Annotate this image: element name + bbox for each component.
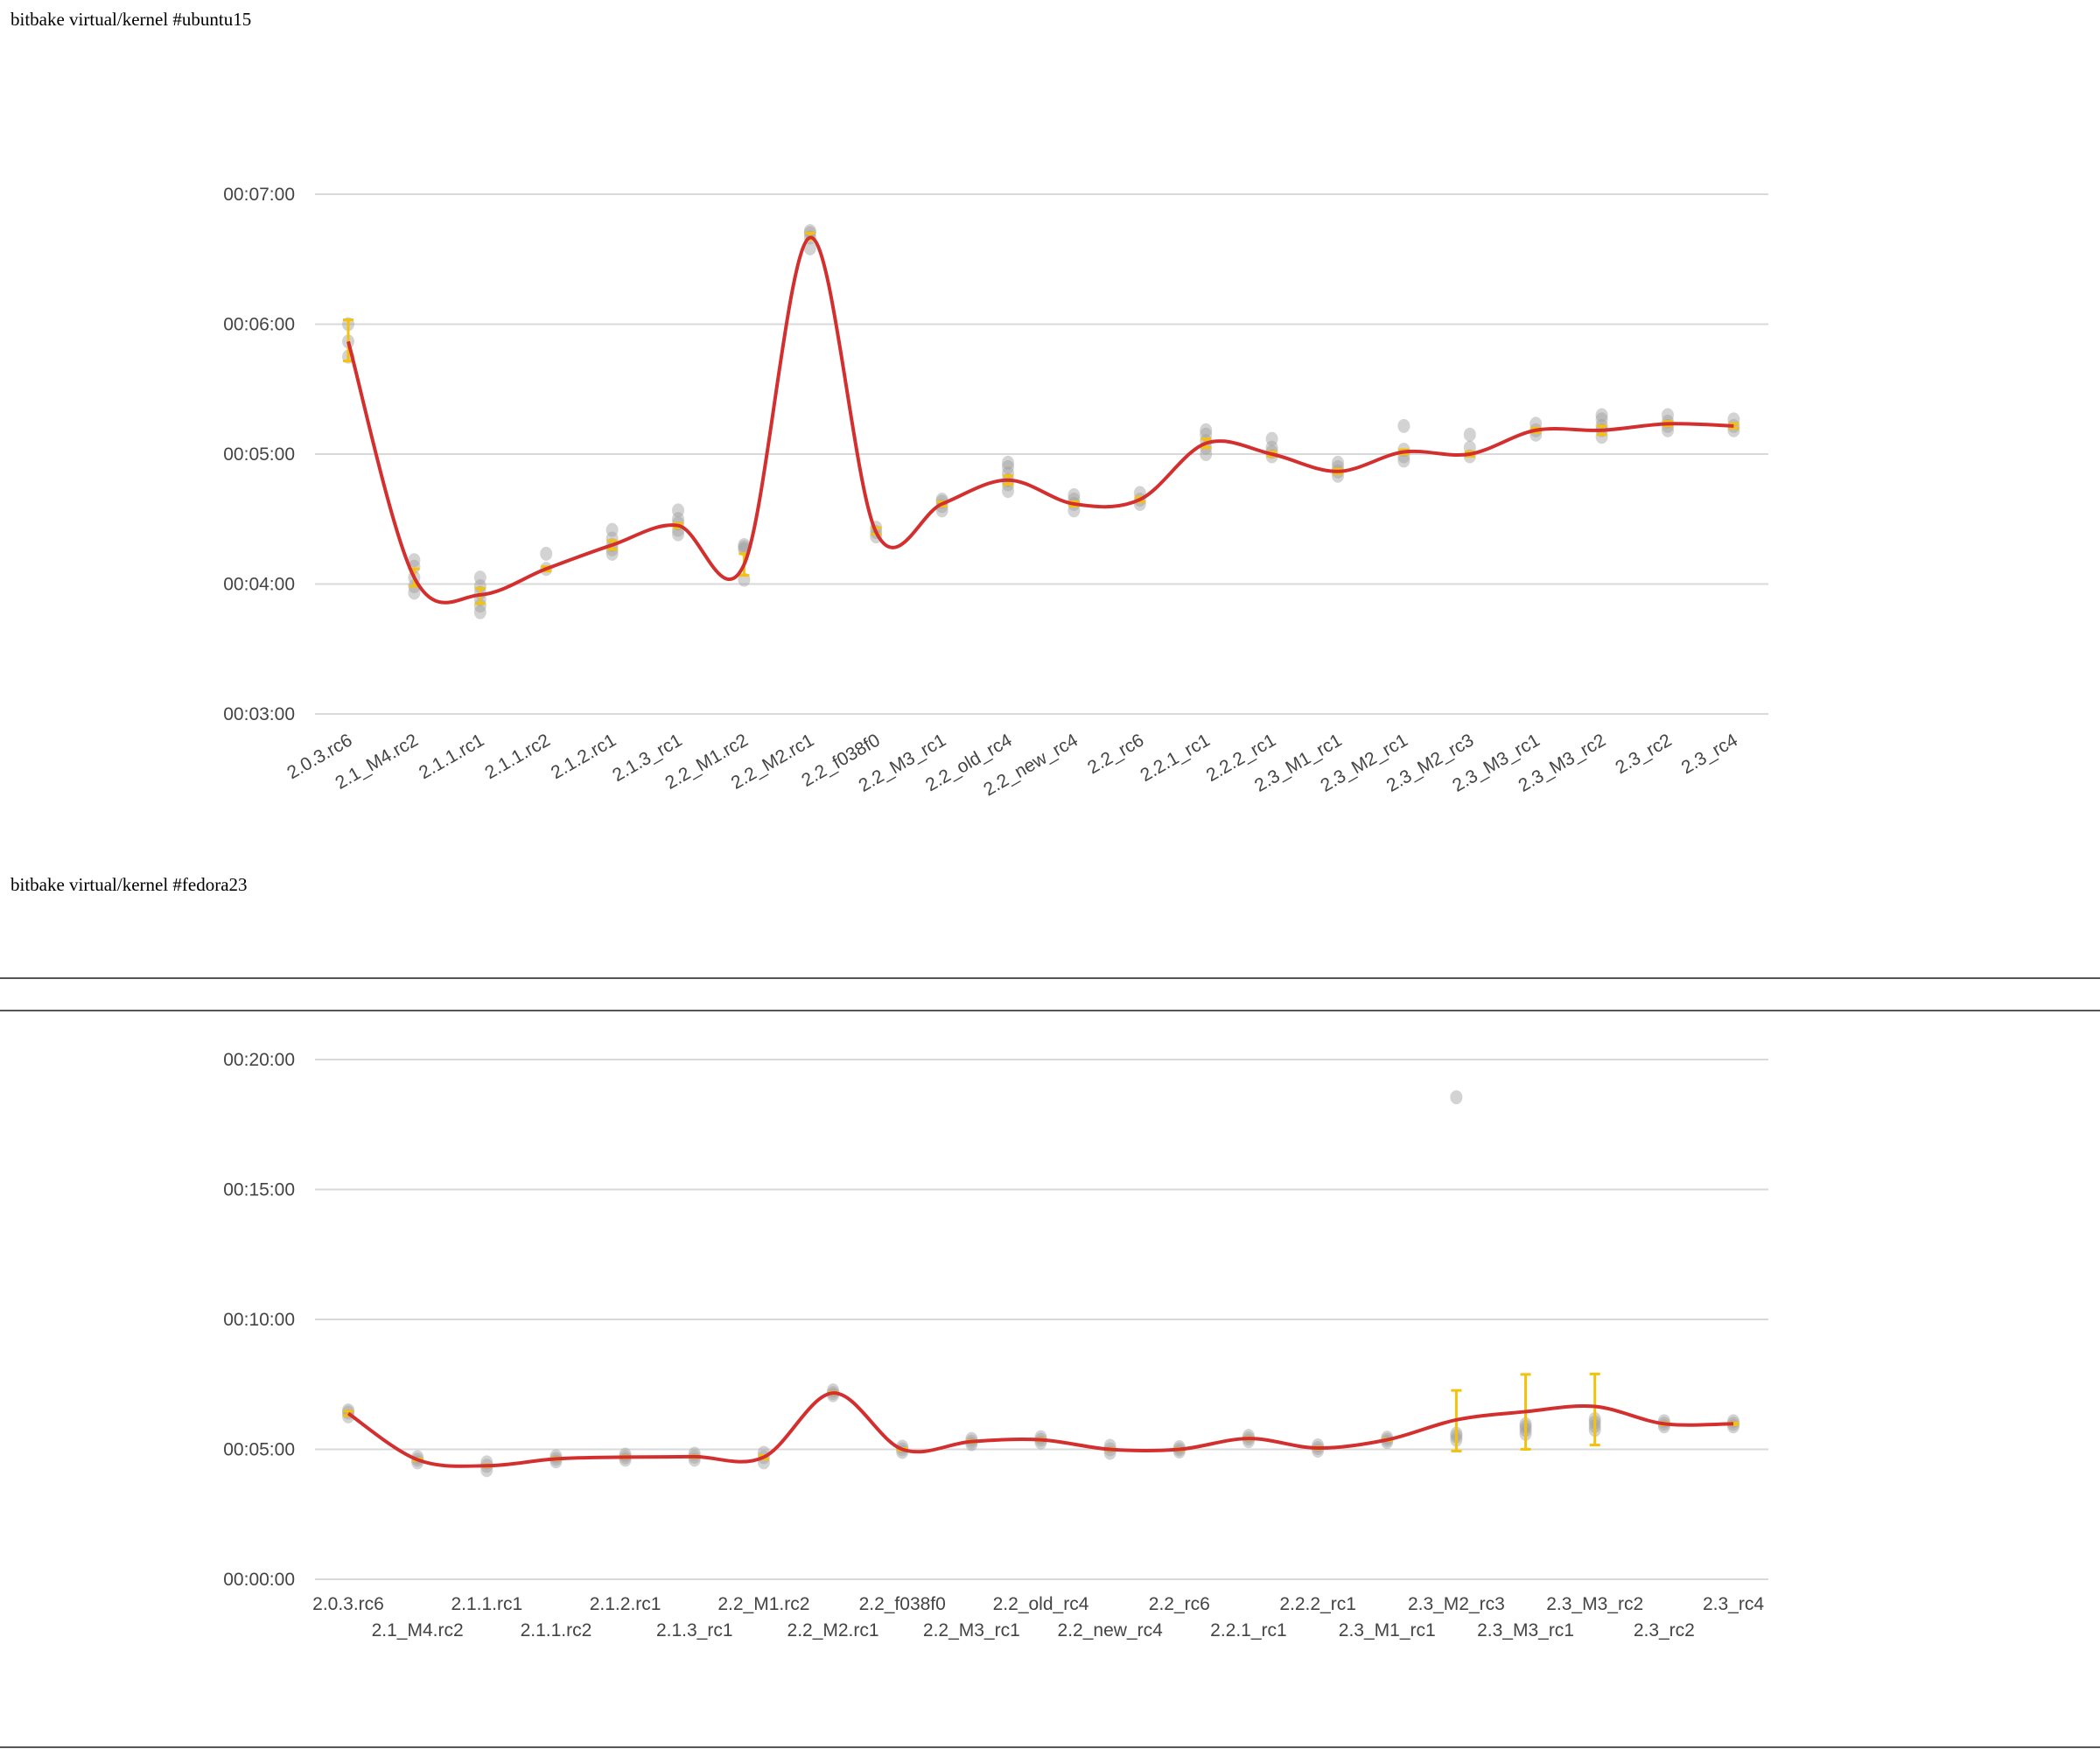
data-point bbox=[672, 527, 684, 542]
x-tick-label: 2.1.1.rc2 bbox=[481, 730, 553, 783]
x-tick-label: 2.2_M1.rc2 bbox=[718, 1594, 809, 1614]
divider bbox=[0, 1746, 2100, 1748]
x-tick-label: 2.1.2.rc1 bbox=[548, 730, 620, 783]
chart-title-fedora: bitbake virtual/kernel #fedora23 bbox=[10, 874, 248, 895]
trend-line bbox=[346, 1391, 1734, 1468]
x-tick-label: 2.1.3_rc1 bbox=[656, 1620, 733, 1641]
x-tick-label: 2.1.2.rc1 bbox=[590, 1594, 662, 1614]
x-tick-label: 2.2.2_rc1 bbox=[1279, 1594, 1356, 1614]
data-point bbox=[738, 537, 751, 552]
x-tick-label: 2.2.1_rc1 bbox=[1210, 1620, 1287, 1641]
y-tick-label: 00:03:00 bbox=[223, 704, 295, 724]
data-point bbox=[606, 522, 619, 537]
data-point bbox=[540, 546, 553, 561]
y-tick-label: 00:06:00 bbox=[223, 315, 295, 335]
data-point bbox=[1595, 408, 1608, 423]
x-tick-label: 2.0.3.rc6 bbox=[312, 1594, 384, 1614]
y-tick-label: 00:05:00 bbox=[223, 444, 295, 465]
x-tick-label: 2.1.1.rc1 bbox=[451, 1594, 522, 1614]
x-tick-label: 2.3_rc4 bbox=[1678, 730, 1741, 778]
x-tick-label: 2.3_M3_rc1 bbox=[1477, 1620, 1574, 1641]
x-tick-label: 2.2_f038f0 bbox=[859, 1594, 946, 1614]
data-point bbox=[1265, 431, 1278, 446]
data-point bbox=[803, 241, 816, 255]
y-tick-label: 00:00:00 bbox=[223, 1570, 295, 1590]
data-point bbox=[473, 578, 486, 593]
data-point bbox=[1312, 1438, 1325, 1453]
data-point bbox=[1002, 455, 1014, 470]
y-tick-label: 00:20:00 bbox=[223, 1050, 295, 1070]
data-point bbox=[1242, 1429, 1255, 1444]
y-tick-label: 00:07:00 bbox=[223, 185, 295, 205]
x-tick-label: 2.2.1_rc1 bbox=[1137, 730, 1213, 786]
x-tick-label: 2.2_M2.rc1 bbox=[788, 1620, 879, 1641]
y-tick-label: 00:15:00 bbox=[223, 1180, 295, 1200]
data-point bbox=[1002, 484, 1014, 499]
x-tick-label: 2.2_rc6 bbox=[1149, 1594, 1210, 1614]
data-point bbox=[672, 503, 684, 518]
data-point bbox=[1002, 466, 1014, 481]
x-tick-label: 2.2_old_rc4 bbox=[993, 1594, 1089, 1614]
x-tick-label: 2.3_M1_rc1 bbox=[1339, 1620, 1436, 1641]
data-point bbox=[473, 570, 486, 585]
x-tick-label: 2.2_M3_rc1 bbox=[923, 1620, 1020, 1641]
data-point bbox=[619, 1447, 632, 1462]
data-point bbox=[1034, 1430, 1047, 1445]
data-point bbox=[1200, 423, 1213, 437]
data-point bbox=[965, 1431, 978, 1446]
data-point bbox=[606, 531, 619, 546]
data-point bbox=[1463, 427, 1476, 442]
data-point bbox=[408, 585, 421, 600]
x-tick-label: 2.1.1.rc1 bbox=[416, 730, 487, 783]
y-tick-label: 00:05:00 bbox=[223, 1440, 295, 1460]
x-tick-label: 2.3_rc2 bbox=[1634, 1620, 1695, 1641]
divider bbox=[0, 977, 2100, 979]
data-point bbox=[1002, 459, 1014, 474]
data-point bbox=[1450, 1090, 1463, 1105]
chart-title-ubuntu: bitbake virtual/kernel #ubuntu15 bbox=[10, 9, 252, 30]
data-point bbox=[1657, 1414, 1670, 1429]
data-point bbox=[1200, 447, 1213, 461]
data-point bbox=[473, 605, 486, 619]
x-tick-label: 2.3_M2_rc3 bbox=[1408, 1594, 1505, 1614]
data-point bbox=[550, 1449, 563, 1464]
chart-ubuntu15: 00:03:00 00:04:00 00:05:00 00:06:00 00:07:00… bbox=[223, 185, 1768, 800]
trend-line bbox=[346, 235, 1734, 605]
data-point bbox=[408, 553, 421, 568]
data-point bbox=[473, 598, 486, 613]
x-tick-label: 2.1.1.rc2 bbox=[521, 1620, 592, 1641]
x-tick-label: 2.3_rc2 bbox=[1612, 730, 1675, 778]
data-point bbox=[1595, 412, 1608, 427]
chart-fedora23: 00:00:00 00:05:00 00:10:00 00:15:00 00:20:00… bbox=[223, 1050, 1768, 1641]
data-point bbox=[1332, 455, 1344, 470]
data-point bbox=[1595, 430, 1608, 444]
x-tick-label: 2.3_rc4 bbox=[1703, 1594, 1764, 1614]
y-tick-label: 00:10:00 bbox=[223, 1310, 295, 1330]
y-tick-label: 00:04:00 bbox=[223, 575, 295, 595]
data-point bbox=[1727, 1414, 1740, 1429]
data-point bbox=[803, 224, 816, 239]
data-point bbox=[1068, 488, 1081, 503]
x-tick-label: 2.2_new_rc4 bbox=[1058, 1620, 1164, 1641]
divider bbox=[0, 1010, 2100, 1011]
data-point bbox=[1397, 453, 1410, 468]
x-tick-label: 2.3_M3_rc2 bbox=[1546, 1594, 1643, 1614]
data-point bbox=[1397, 418, 1410, 433]
x-tick-label: 2.1_M4.rc2 bbox=[372, 1620, 464, 1641]
data-point bbox=[1662, 408, 1674, 423]
